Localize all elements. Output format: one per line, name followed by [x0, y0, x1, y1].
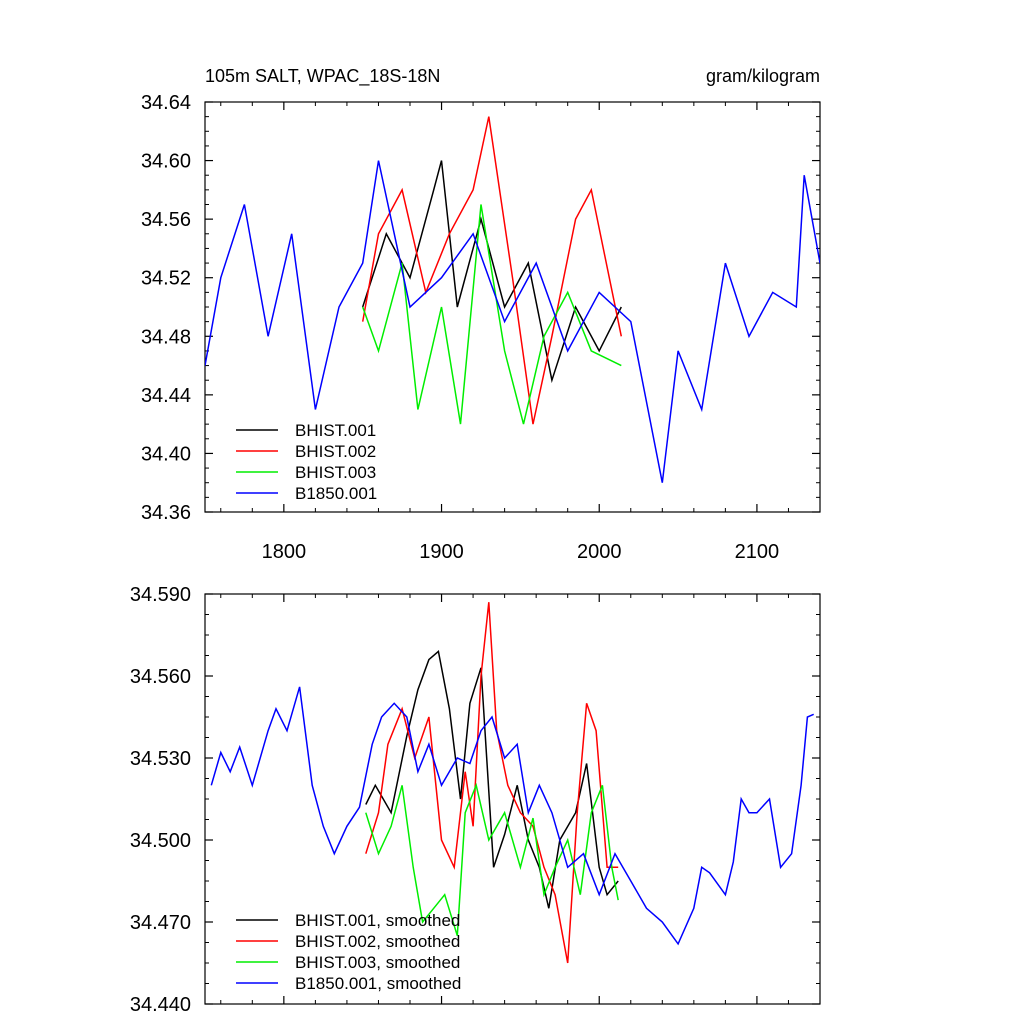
y-tick-label: 34.470 [130, 912, 191, 934]
x-tick-label: 2000 [577, 541, 622, 563]
top-panel: 105m SALT, WPAC_18S-18N gram/kilogram 34… [141, 66, 821, 563]
y-tick-label: 34.44 [141, 385, 191, 407]
y-tick-label: 34.500 [130, 830, 191, 852]
series-line-b1850-001-smoothed [210, 686, 814, 946]
bottom-panel-legend: BHIST.001, smoothed BHIST.002, smoothed BH… [236, 911, 461, 993]
series-line-bhist-002-smoothed [365, 602, 619, 964]
series-line-bhist-003 [361, 204, 622, 425]
y-tick-label: 34.52 [141, 268, 191, 290]
bottom-panel-series [210, 602, 814, 964]
y-tick-label: 34.40 [141, 443, 191, 465]
legend-label: BHIST.003 [295, 463, 376, 482]
legend-label: BHIST.002, smoothed [295, 932, 460, 951]
y-tick-label: 34.590 [130, 584, 191, 606]
y-tick-label: 34.64 [141, 92, 191, 114]
legend-label: BHIST.003, smoothed [295, 953, 460, 972]
top-panel-axes: 34.36 34.40 34.44 34.48 34.52 34.56 34.60 34.64… [141, 92, 821, 563]
legend-label: B1850.001 [295, 484, 377, 503]
bottom-panel-axes: 34.440 34.470 34.500 34.530 34.560 34.590 [130, 584, 821, 1016]
series-line-bhist-002 [361, 116, 623, 425]
y-tick-label: 34.36 [141, 502, 191, 524]
bottom-panel: 34.440 34.470 34.500 34.530 34.560 34.590 BHI… [130, 584, 821, 1016]
x-tick-label: 1900 [419, 541, 464, 563]
top-panel-series [205, 116, 820, 483]
legend-label: BHIST.001, smoothed [295, 911, 460, 930]
top-panel-legend: BHIST.001 BHIST.002 BHIST.003 B1850.001 [236, 421, 377, 503]
y-tick-label: 34.60 [141, 151, 191, 173]
series-line-bhist-003-smoothed [365, 782, 619, 936]
y-tick-label: 34.560 [130, 666, 191, 688]
y-tick-label: 34.56 [141, 209, 191, 231]
legend-label: BHIST.002 [295, 442, 376, 461]
series-line-b1850-001 [205, 160, 820, 483]
y-tick-label: 34.530 [130, 748, 191, 770]
y-tick-label: 34.48 [141, 326, 191, 348]
legend-label: BHIST.001 [295, 421, 376, 440]
top-panel-title: 105m SALT, WPAC_18S-18N [205, 66, 440, 87]
y-tick-label: 34.440 [130, 994, 191, 1016]
series-line-bhist-001 [361, 160, 622, 384]
x-tick-label: 1800 [262, 541, 307, 563]
top-panel-units: gram/kilogram [706, 66, 820, 86]
x-tick-label: 2100 [735, 541, 780, 563]
legend-label: B1850.001, smoothed [295, 974, 461, 993]
